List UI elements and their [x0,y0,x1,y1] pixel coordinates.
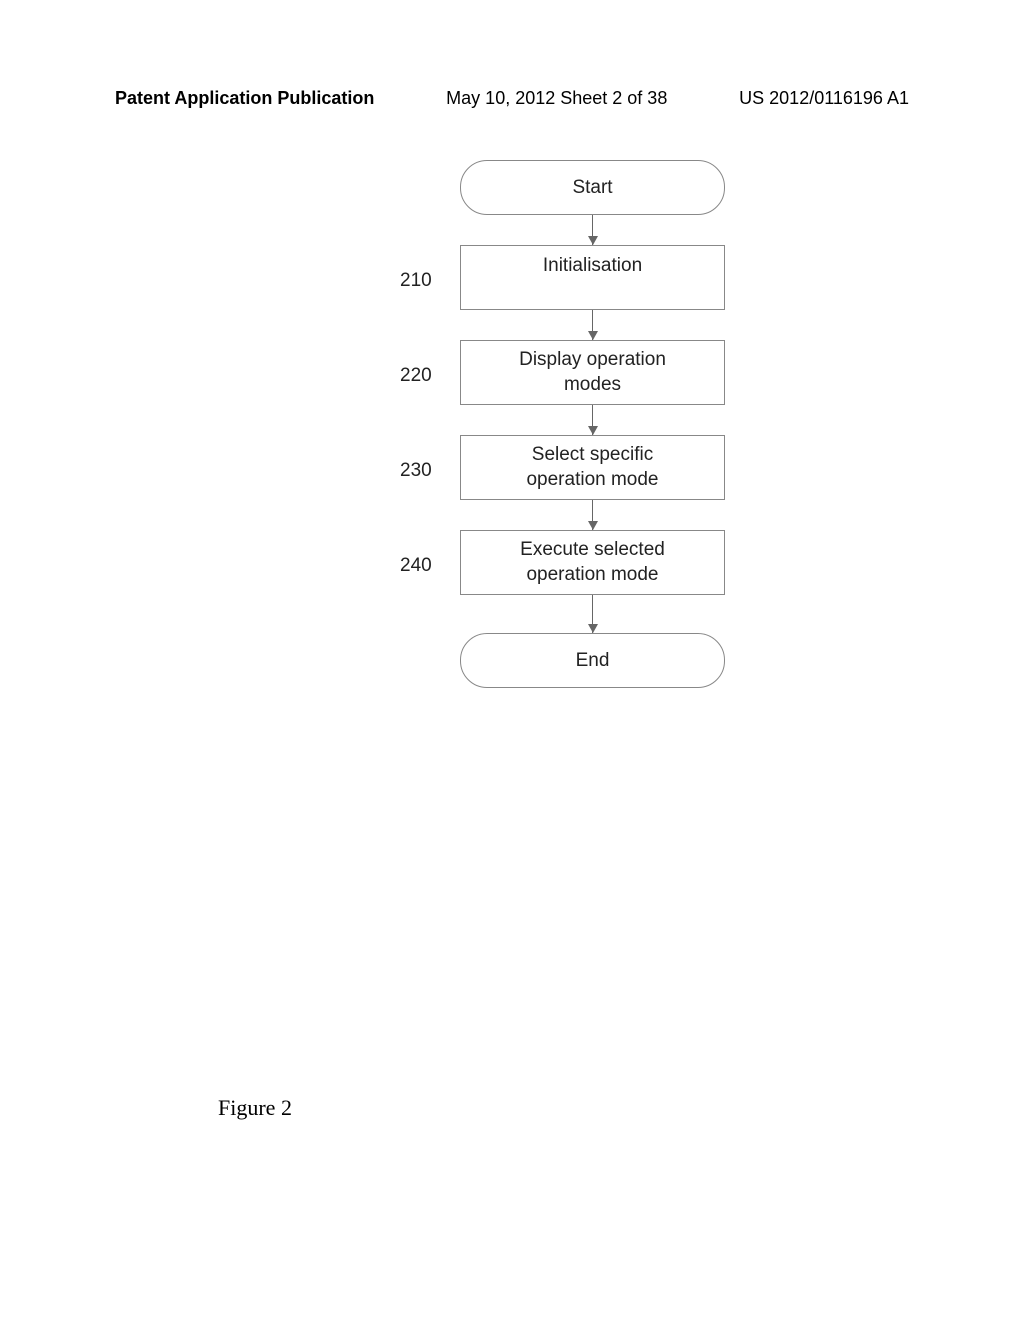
header-date-sheet: May 10, 2012 Sheet 2 of 38 [446,88,667,109]
label-230: 230 [400,460,432,482]
arrow-4 [460,500,725,530]
flowchart-start: Start [460,160,725,215]
label-210: 210 [400,270,432,292]
page-header: Patent Application Publication May 10, 2… [0,88,1024,109]
flowchart-end: End [460,633,725,688]
figure-caption: Figure 2 [218,1095,292,1121]
node-240-label: Execute selected operation mode [520,538,665,587]
node-220-label: Display operation modes [519,348,666,397]
flowchart-node-210: Initialisation [460,245,725,310]
flowchart-node-220: Display operation modes [460,340,725,405]
arrow-5 [460,595,725,633]
node-210-label: Initialisation [543,254,642,279]
end-label: End [576,650,610,672]
flowchart-node-240: Execute selected operation mode [460,530,725,595]
arrow-2 [460,310,725,340]
header-patent-number: US 2012/0116196 A1 [739,88,909,109]
start-label: Start [572,177,612,199]
label-220: 220 [400,365,432,387]
arrow-3 [460,405,725,435]
flowchart-container: Start 210 Initialisation 220 Display ope… [405,160,905,688]
header-publication: Patent Application Publication [115,88,374,109]
flowchart-node-230: Select specific operation mode [460,435,725,500]
arrow-1 [460,215,725,245]
node-230-label: Select specific operation mode [526,443,658,492]
label-240: 240 [400,555,432,577]
